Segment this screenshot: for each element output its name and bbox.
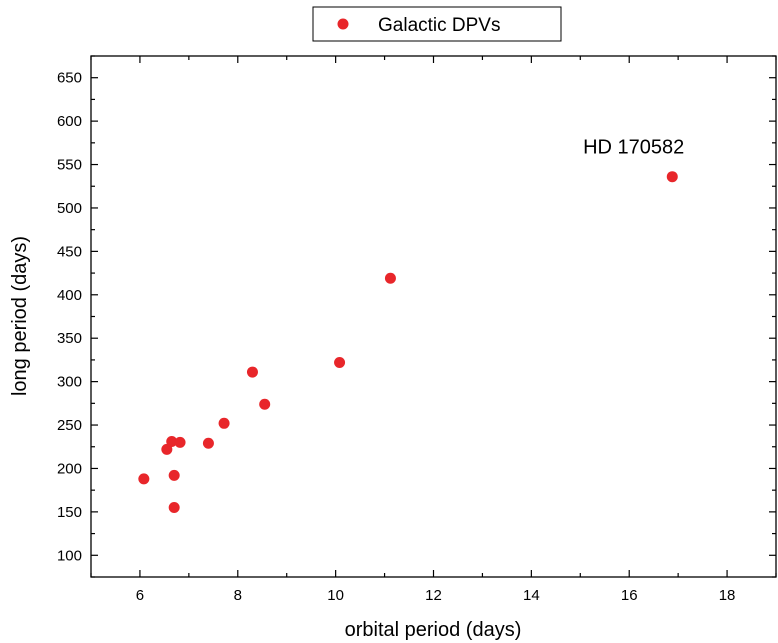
legend: Galactic DPVs — [312, 6, 562, 42]
y-axis-title: long period (days) — [9, 236, 31, 396]
data-point — [202, 437, 214, 449]
data-point — [168, 469, 180, 481]
x-axis-title: orbital period (days) — [345, 619, 522, 641]
data-point — [334, 357, 346, 369]
x-tick-label: 16 — [621, 587, 638, 604]
y-tick-label: 500 — [57, 200, 82, 217]
legend-box — [312, 6, 562, 42]
y-tick-label: 450 — [57, 243, 82, 260]
x-tick-label: 8 — [234, 587, 242, 604]
data-point — [174, 436, 186, 448]
y-tick-label: 650 — [57, 70, 82, 87]
x-tick-label: 6 — [136, 587, 144, 604]
y-tick-label: 100 — [57, 547, 82, 564]
legend-label: Galactic DPVs — [378, 15, 500, 36]
y-axis-ticks: 100 150 200 250 300 350 400 450 500 550 600 650 — [57, 55, 776, 578]
legend-marker — [337, 18, 349, 30]
x-tick-label: 12 — [425, 587, 442, 604]
y-tick-label: 350 — [57, 330, 82, 347]
y-tick-label: 400 — [57, 287, 82, 304]
data-point — [384, 272, 396, 284]
x-tick-label: 14 — [523, 587, 540, 604]
data-point — [259, 398, 271, 410]
x-tick-label: 18 — [719, 587, 736, 604]
y-tick-label: 200 — [57, 460, 82, 477]
y-tick-label: 600 — [57, 113, 82, 130]
annotation-hd-170582: HD 170582 — [583, 137, 684, 159]
data-point — [666, 171, 678, 183]
y-tick-label: 150 — [57, 504, 82, 521]
data-points — [138, 171, 678, 514]
x-tick-label: 10 — [327, 587, 344, 604]
data-point — [166, 436, 178, 448]
y-tick-label: 300 — [57, 374, 82, 391]
plot-frame — [90, 55, 777, 578]
x-axis-ticks: 6 8 10 12 14 16 18 — [90, 56, 777, 604]
data-point — [138, 473, 150, 485]
data-point — [218, 417, 230, 429]
data-point — [168, 502, 180, 514]
data-point — [246, 366, 258, 378]
y-tick-label: 250 — [57, 417, 82, 434]
y-tick-label: 550 — [57, 157, 82, 174]
